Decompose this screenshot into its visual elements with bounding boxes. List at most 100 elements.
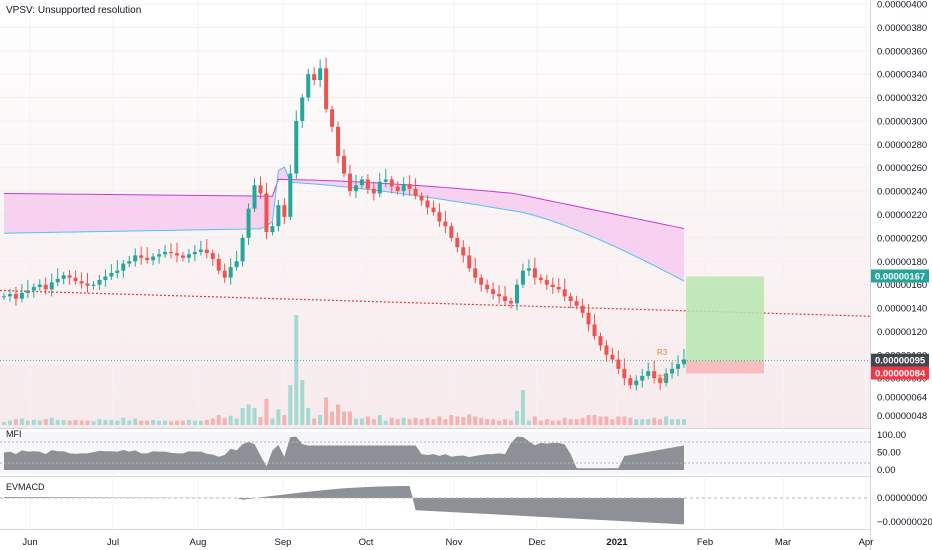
price-tick-label: 0.00000280 xyxy=(877,140,927,151)
volume-bar xyxy=(228,415,233,425)
price-tick-label: 0.00000048 xyxy=(877,411,927,422)
volume-bar xyxy=(31,419,36,425)
volume-bar xyxy=(556,420,561,425)
candle-body xyxy=(324,68,329,110)
candle-body xyxy=(216,258,221,271)
chart-title: VPSV: Unsupported resolution xyxy=(6,5,141,16)
candle-body xyxy=(222,270,227,278)
candle-body xyxy=(180,255,185,258)
candle-body xyxy=(419,195,424,201)
candle-body xyxy=(318,68,323,81)
candle-body xyxy=(347,173,352,192)
volume-bar xyxy=(413,417,418,425)
price-axis[interactable]: 0.00000400 0.00000380 0.00000360 0.00000340… xyxy=(871,0,929,422)
time-tick-label: Aug xyxy=(190,537,207,548)
volume-bar xyxy=(359,418,364,425)
volume-bar xyxy=(682,419,686,425)
candle-body xyxy=(562,289,567,297)
evmacd-area xyxy=(4,486,684,525)
candle-body xyxy=(532,268,537,278)
volume-bar xyxy=(610,419,615,425)
candle-body xyxy=(658,378,663,383)
volume-bar xyxy=(145,420,150,425)
candle-body xyxy=(97,279,102,285)
candle-body xyxy=(228,267,233,278)
price-tick-label: 0.00000340 xyxy=(877,70,927,81)
candle-body xyxy=(449,226,454,238)
volume-bar xyxy=(616,416,621,425)
target-price-label-bg xyxy=(871,269,929,283)
candle-body xyxy=(389,179,394,187)
candle-body xyxy=(25,290,30,293)
candle-body xyxy=(407,184,412,189)
candle-body xyxy=(371,188,376,194)
volume-bar xyxy=(121,417,126,425)
candle-body xyxy=(31,287,36,291)
price-tick-label: 0.00000320 xyxy=(877,93,927,104)
candle-body xyxy=(497,294,502,297)
price-tick-label: 0.00000140 xyxy=(877,304,927,315)
candle-body xyxy=(544,279,549,285)
volume-bar xyxy=(377,415,382,425)
level-label: S3 xyxy=(657,374,667,383)
volume-bar xyxy=(658,419,663,425)
pane-separator xyxy=(0,529,870,530)
time-tick-label: Nov xyxy=(446,537,463,548)
volume-bar xyxy=(2,422,6,425)
volume-bar xyxy=(192,420,197,425)
candle-body xyxy=(437,212,442,222)
time-tick-label: Jul xyxy=(107,537,119,548)
candle-body xyxy=(640,375,645,381)
evmacd-pane: 0.00000000 −0.00000020 xyxy=(0,486,932,528)
volume-bar xyxy=(664,416,669,425)
price-tick-label: 0.00000360 xyxy=(877,46,927,57)
candle-body xyxy=(7,294,12,297)
time-axis[interactable]: Jun Jul Aug Sep Oct Nov Dec 2021 Feb Mar Apr xyxy=(22,537,873,548)
time-tick-label: 2021 xyxy=(606,537,628,548)
volume-bar xyxy=(318,415,323,425)
volume-bar xyxy=(151,419,156,425)
candle-body xyxy=(520,270,525,285)
candle-body xyxy=(79,281,84,284)
candle-body xyxy=(556,287,561,290)
volume-bar xyxy=(222,417,227,425)
candle-body xyxy=(192,251,197,255)
volume-bar xyxy=(109,419,114,425)
candle-body xyxy=(628,378,633,386)
candle-body xyxy=(258,185,263,194)
volume-bar xyxy=(592,415,597,425)
volume-bar xyxy=(306,408,311,425)
volume-bar xyxy=(61,419,66,425)
time-tick-label: Apr xyxy=(859,537,874,548)
candle-body xyxy=(509,301,514,304)
candle-body xyxy=(383,179,388,182)
candle-body xyxy=(568,296,573,302)
volume-bar xyxy=(550,420,555,425)
volume-bar xyxy=(646,419,651,425)
volume-bar xyxy=(91,421,96,425)
volume-bar xyxy=(580,417,585,425)
volume-bar xyxy=(479,417,484,425)
price-tick-label: 0.00000380 xyxy=(877,23,927,34)
price-tick-label: 0.00000160 xyxy=(877,280,927,291)
candle-body xyxy=(443,221,448,227)
volume-bar xyxy=(79,420,84,425)
stop-zone xyxy=(686,360,764,374)
evmacd-tick-label: 0.00000000 xyxy=(877,493,927,504)
candle-body xyxy=(288,173,293,217)
volume-bar xyxy=(526,420,531,425)
candle-body xyxy=(19,292,24,299)
candle-body xyxy=(353,185,358,192)
candle-body xyxy=(336,126,341,157)
main-pane[interactable]: R3 S3 xyxy=(0,57,871,425)
candle-body xyxy=(401,184,406,192)
evmacd-tick-label: −0.00000020 xyxy=(877,517,932,528)
price-tick-label: 0.00000200 xyxy=(877,233,927,244)
volume-bar xyxy=(443,419,448,425)
volume-bar xyxy=(598,416,603,425)
volume-bar xyxy=(514,410,519,425)
candle-body xyxy=(109,272,114,277)
target-zone xyxy=(686,276,764,361)
volume-bar xyxy=(127,420,132,425)
